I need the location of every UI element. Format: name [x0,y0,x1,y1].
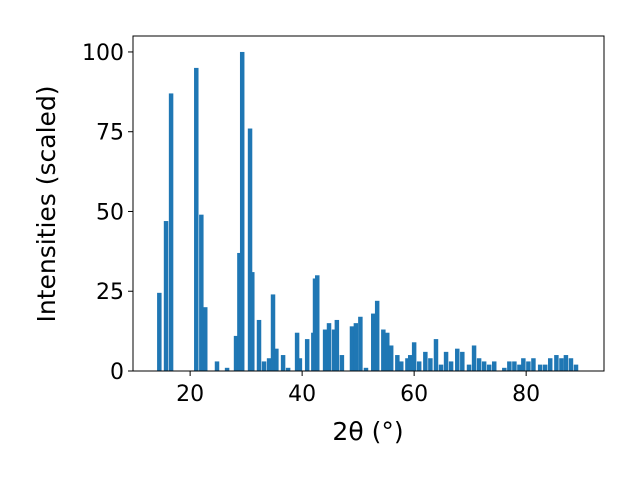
bar [395,355,400,371]
bar [250,272,255,371]
bar [438,364,444,371]
bar [433,339,439,371]
bar [502,367,507,371]
bar [476,358,482,371]
bar [542,364,548,371]
bar [266,358,272,371]
bar [371,313,376,371]
bar [194,67,199,372]
y-tick-label: 25 [96,280,124,305]
bar [214,361,220,371]
x-axis-label: 2θ (°) [332,417,403,446]
bar [428,358,433,371]
y-tick-label: 75 [96,121,124,146]
bar [405,358,410,371]
y-axis-label: Intensities (scaled) [32,85,61,322]
bar [486,364,492,371]
bar [270,294,276,371]
x-tick-label: 60 [400,382,428,407]
bar [374,300,380,371]
bar [385,332,390,371]
bar [411,342,417,371]
bar [353,323,359,371]
bar [563,355,569,371]
bar [315,275,320,371]
bar [573,364,579,371]
bar [388,345,394,371]
bar [239,51,245,371]
bar [297,358,303,371]
bar [416,361,422,371]
bar [280,355,286,371]
bar [399,361,404,371]
bar [507,361,512,371]
bar [517,364,522,371]
bar [339,355,345,371]
bar [455,348,460,371]
bar [199,214,204,371]
bar [233,335,239,371]
y-tick-label: 50 [96,200,124,225]
y-tick-label: 100 [82,41,124,66]
bar [363,367,369,371]
bar [237,252,242,371]
bar [537,364,543,371]
bar [163,221,169,371]
bar [349,326,355,371]
bar [358,316,363,371]
bar [491,361,497,371]
bar [526,361,531,371]
bar [247,128,253,371]
bar [554,355,559,371]
y-tick-label: 0 [110,360,124,385]
bar [521,358,526,371]
bar [326,323,332,371]
x-tick-label: 40 [288,382,316,407]
bar [559,358,564,371]
bar [568,358,574,371]
bar [448,361,454,371]
bar [256,319,262,371]
bar [471,345,477,371]
x-tick-label: 80 [512,382,540,407]
plot-frame [132,35,605,372]
bar [203,307,208,371]
bar [531,358,536,371]
bar [407,355,413,371]
bar [381,329,386,371]
bar [512,361,517,371]
bar [443,351,449,371]
bar [481,361,487,371]
bar [274,348,279,371]
bar [168,93,174,371]
bar [157,292,162,371]
bar [312,278,318,371]
bar [460,351,465,371]
bar [331,329,337,371]
bar [547,358,553,371]
bar [322,329,328,371]
bar [334,319,340,371]
bar [466,364,472,371]
bar [294,332,300,371]
bar [261,361,267,371]
bar [224,367,230,371]
bar [423,351,428,371]
bar [304,339,310,371]
bar [285,367,291,371]
x-tick-label: 20 [176,382,204,407]
